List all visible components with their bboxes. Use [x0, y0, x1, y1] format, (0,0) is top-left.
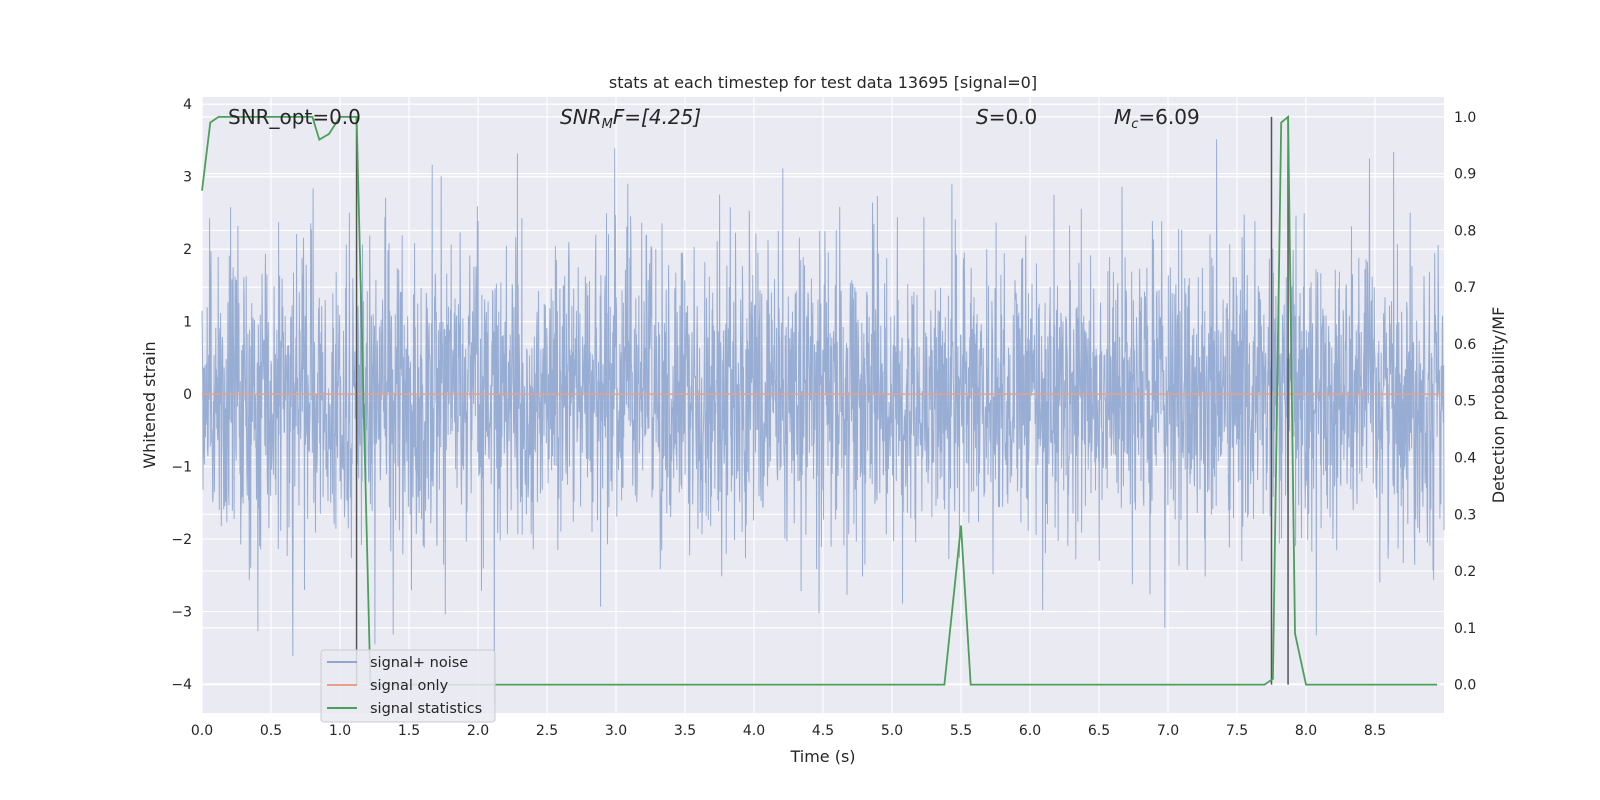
- y-left-tick-label: 4: [183, 97, 192, 113]
- annotation-s: S=0.0: [976, 105, 1037, 129]
- y-left-tick-label: −3: [171, 605, 192, 621]
- legend-label-signal-noise: signal+ noise: [370, 655, 468, 671]
- y-right-tick-label: 0.0: [1454, 678, 1476, 694]
- x-tick-labels: 0.0 0.5 1.0 1.5 2.0 2.5 3.0 3.5 4.0 4.5 5.0 5.5 6.0 6…: [191, 723, 1386, 739]
- x-tick-label: 3.0: [605, 723, 627, 739]
- x-tick-label: 4.0: [743, 723, 765, 739]
- x-tick-label: 0.5: [260, 723, 282, 739]
- x-tick-label: 5.5: [950, 723, 972, 739]
- legend-label-signal-only: signal only: [370, 678, 449, 694]
- signal-statistics-series: [201, 115, 1438, 686]
- legend: signal+ noise signal only signal statist…: [320, 649, 496, 723]
- x-tick-label: 0.0: [191, 723, 213, 739]
- x-axis-label: Time (s): [789, 747, 855, 766]
- y-left-tick-label: 3: [183, 170, 192, 186]
- y-right-tick-label: 0.1: [1454, 621, 1476, 637]
- y-right-tick-label: 1.0: [1454, 110, 1476, 126]
- x-tick-label: 7.0: [1157, 723, 1179, 739]
- x-tick-label: 7.5: [1226, 723, 1248, 739]
- y-right-axis-label: Detection probability/MF: [1489, 307, 1508, 504]
- y-left-tick-label: 1: [183, 315, 192, 331]
- annotation-snr-mf: SNRMF=[4.25]: [560, 105, 701, 132]
- signal-noise-trace: [201, 139, 1445, 704]
- chart-title: stats at each timestep for test data 136…: [609, 73, 1037, 92]
- x-tick-label: 2.5: [536, 723, 558, 739]
- x-tick-label: 6.5: [1088, 723, 1110, 739]
- x-tick-label: 3.5: [674, 723, 696, 739]
- y-right-tick-label: 0.9: [1454, 167, 1476, 183]
- legend-label-signal-statistics: signal statistics: [370, 701, 482, 717]
- x-tick-label: 6.0: [1019, 723, 1041, 739]
- x-tick-label: 5.0: [881, 723, 903, 739]
- y-right-tick-label: 0.8: [1454, 223, 1476, 239]
- x-tick-label: 2.0: [467, 723, 489, 739]
- y-left-tick-label: −2: [171, 532, 192, 548]
- y-right-tick-label: 0.2: [1454, 564, 1476, 580]
- y-left-tick-labels: 4 3 2 1 0 −1 −2 −3 −4: [171, 97, 192, 693]
- y-right-tick-label: 0.3: [1454, 507, 1476, 523]
- x-tick-label: 8.5: [1364, 723, 1386, 739]
- y-right-tick-label: 0.4: [1454, 451, 1476, 467]
- y-right-tick-label: 0.5: [1454, 394, 1476, 410]
- annotation-mc: Mc=6.09: [1114, 105, 1200, 132]
- x-tick-label: 8.0: [1295, 723, 1317, 739]
- x-tick-label: 1.0: [329, 723, 351, 739]
- y-left-axis-label: Whitened strain: [140, 341, 159, 468]
- x-tick-label: 4.5: [812, 723, 834, 739]
- y-left-tick-label: −1: [171, 460, 192, 476]
- legend-box: [320, 649, 496, 723]
- y-left-tick-label: −4: [171, 677, 192, 693]
- signal-noise-series: [201, 139, 1445, 704]
- y-left-tick-label: 2: [183, 242, 192, 258]
- y-right-tick-label: 0.6: [1454, 337, 1476, 353]
- y-left-tick-label: 0: [183, 387, 192, 403]
- vertical-lines: [355, 116, 1289, 685]
- y-right-tick-label: 0.7: [1454, 280, 1476, 296]
- annotation-snr-opt: SNR_opt=0.0: [228, 105, 361, 129]
- x-tick-label: 1.5: [398, 723, 420, 739]
- y-right-tick-labels: 1.0 0.9 0.8 0.7 0.6 0.5 0.4 0.3 0.2 0.1 0.0: [1454, 110, 1476, 694]
